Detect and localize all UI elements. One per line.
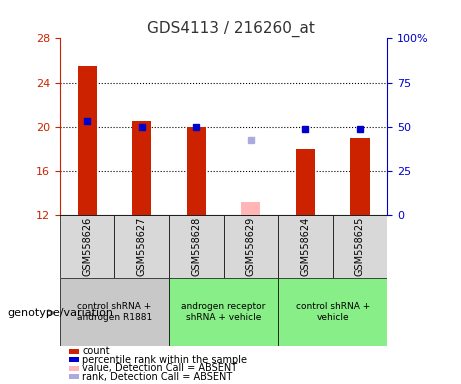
Bar — [169, 278, 278, 346]
Bar — [77, 66, 97, 215]
Bar — [169, 215, 224, 278]
Bar — [69, 349, 79, 354]
Bar — [224, 215, 278, 278]
Text: GSM558627: GSM558627 — [137, 217, 147, 276]
Bar — [241, 202, 260, 215]
Bar — [187, 127, 206, 215]
Text: count: count — [82, 346, 110, 356]
Bar — [60, 215, 114, 278]
Text: GSM558624: GSM558624 — [301, 217, 310, 276]
Text: rank, Detection Call = ABSENT: rank, Detection Call = ABSENT — [82, 372, 232, 382]
Text: GSM558629: GSM558629 — [246, 217, 256, 276]
Text: control shRNA +
androgen R1881: control shRNA + androgen R1881 — [77, 302, 152, 322]
Text: androgen receptor
shRNA + vehicle: androgen receptor shRNA + vehicle — [181, 302, 266, 322]
Bar — [132, 121, 151, 215]
Bar — [114, 215, 169, 278]
Bar — [69, 366, 79, 371]
Text: GSM558628: GSM558628 — [191, 217, 201, 276]
Bar — [278, 278, 387, 346]
Bar — [69, 357, 79, 362]
Bar — [350, 138, 370, 215]
Text: GSM558626: GSM558626 — [82, 217, 92, 276]
Text: control shRNA +
vehicle: control shRNA + vehicle — [296, 302, 370, 322]
Bar — [278, 215, 333, 278]
Bar — [296, 149, 315, 215]
Text: value, Detection Call = ABSENT: value, Detection Call = ABSENT — [82, 363, 237, 373]
Bar — [60, 278, 169, 346]
Bar — [333, 215, 387, 278]
Bar — [69, 374, 79, 379]
Text: percentile rank within the sample: percentile rank within the sample — [82, 355, 247, 365]
Text: genotype/variation: genotype/variation — [7, 308, 113, 318]
Text: GSM558625: GSM558625 — [355, 217, 365, 276]
Text: GDS4113 / 216260_at: GDS4113 / 216260_at — [147, 21, 314, 37]
